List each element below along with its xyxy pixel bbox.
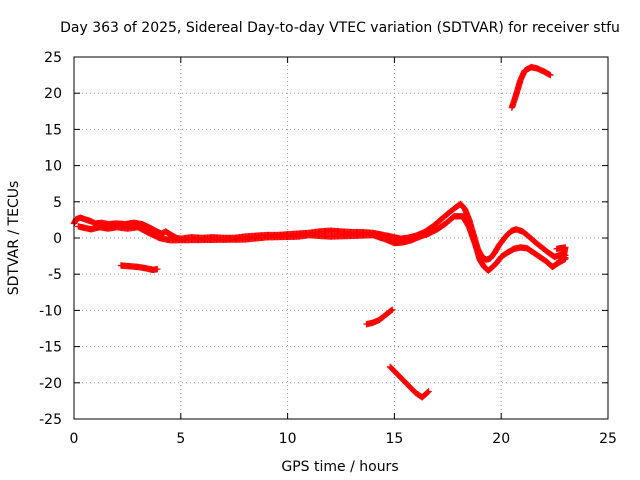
data-point: [389, 306, 396, 313]
y-tick-label: -25: [39, 412, 62, 428]
y-tick-label: 10: [44, 159, 62, 175]
y-tick-label: 0: [53, 231, 62, 247]
y-tick-label: 5: [53, 195, 62, 211]
y-tick-label: 25: [44, 50, 62, 66]
data-points: [70, 63, 569, 401]
chart-title: Day 363 of 2025, Sidereal Day-to-day VTE…: [60, 20, 620, 36]
data-point: [425, 388, 432, 395]
series-segment-15h: [386, 363, 432, 401]
data-point: [562, 254, 569, 261]
series-lower-band: [75, 213, 569, 274]
data-point: [547, 71, 554, 79]
y-tick-label: -20: [39, 376, 62, 392]
data-point: [388, 307, 395, 314]
y-tick-label: -10: [39, 303, 62, 319]
series-segment-21h: [508, 63, 554, 111]
x-tick-label: 20: [492, 431, 510, 447]
data-point: [424, 389, 431, 396]
y-axis-label: SDTVAR / TECUs: [6, 181, 22, 296]
x-tick-label: 0: [70, 431, 79, 447]
x-tick-label: 25: [599, 431, 617, 447]
data-point: [154, 265, 161, 273]
y-tick-label: -15: [39, 340, 62, 356]
y-tick-label: 15: [44, 122, 62, 138]
series-segment-2h: [117, 262, 161, 274]
x-tick-label: 5: [176, 431, 185, 447]
series-segment-14h: [363, 306, 396, 328]
y-tick-label: 20: [44, 86, 62, 102]
y-tick-label: -5: [48, 267, 62, 283]
series-end-markers: [553, 244, 569, 265]
x-tick-label: 10: [279, 431, 297, 447]
axis-ticks: 0 5 10 15 20 25 -25 -20 -15 -10 -5 0 5 10 15 20 25: [39, 50, 617, 447]
x-tick-label: 15: [385, 431, 403, 447]
x-axis-label: GPS time / hours: [281, 459, 398, 475]
